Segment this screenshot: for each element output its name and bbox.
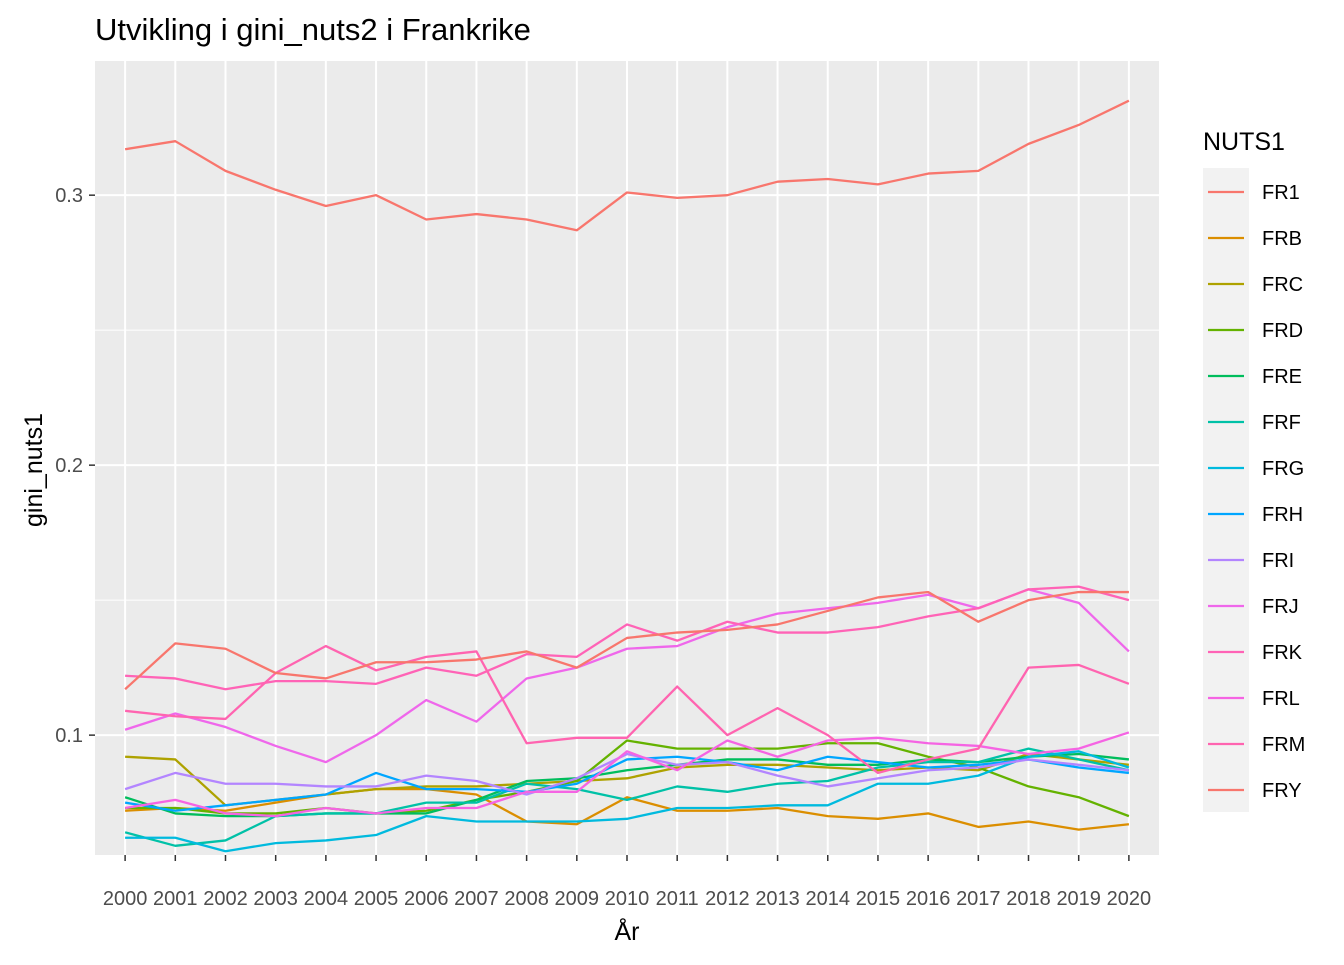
series-lines — [124, 99, 1130, 853]
x-tick-label: 2004 — [304, 888, 349, 910]
x-tick-label: 2011 — [656, 888, 699, 910]
series-line-fry — [124, 590, 1129, 691]
legend-key-panel — [1203, 168, 1249, 812]
x-tick-label: 2020 — [1107, 888, 1152, 910]
x-tick-label: 2019 — [1056, 888, 1101, 910]
legend-label-frh: FRH — [1262, 504, 1303, 526]
x-tick-label: 2005 — [354, 888, 399, 910]
series-line-frf — [124, 747, 1130, 847]
legend-label-frm: FRM — [1262, 734, 1305, 756]
x-tick-label: 2015 — [856, 888, 901, 910]
x-tick-label: 2001 — [153, 888, 198, 910]
legend-label-frj: FRJ — [1262, 596, 1299, 618]
series-line-fri — [124, 752, 1130, 796]
legend-label-frd: FRD — [1262, 320, 1303, 342]
major-grid — [95, 61, 1159, 855]
legend: NUTS1 FR1 FRB FRC FRD FRE FRF FRG FRH FRI FRJ FRK F… — [1203, 128, 1305, 812]
x-tick-label: 2017 — [956, 888, 1001, 910]
series-line-fr1 — [124, 99, 1130, 232]
x-tick-label: 2014 — [806, 888, 851, 910]
x-axis: 2000 2001 2002 2003 2004 2005 2006 2007 2008 2009… — [103, 855, 1151, 910]
legend-label-fri: FRI — [1262, 550, 1294, 572]
x-tick-label: 2016 — [906, 888, 951, 910]
legend-label-frg: FRG — [1262, 458, 1304, 480]
series-line-frl — [124, 731, 1130, 818]
legend-title: NUTS1 — [1203, 128, 1285, 156]
y-tick-label: 0.3 — [55, 185, 83, 207]
series-line-frd — [125, 739, 1130, 818]
x-tick-label: 2007 — [454, 888, 499, 910]
legend-label-frc: FRC — [1262, 274, 1303, 296]
series-line-frj — [124, 588, 1130, 764]
x-tick-label: 2018 — [1006, 888, 1051, 910]
series-line-frh — [124, 755, 1130, 812]
legend-label-frl: FRL — [1262, 688, 1300, 710]
y-tick-label: 0.1 — [55, 725, 83, 747]
y-axis-label: gini_nuts1 — [20, 413, 48, 527]
x-tick-label: 2010 — [605, 888, 650, 910]
legend-label-fr1: FR1 — [1262, 182, 1300, 204]
x-axis-label: År — [615, 916, 640, 946]
legend-label-frf: FRF — [1262, 412, 1301, 434]
legend-label-frb: FRB — [1262, 228, 1302, 250]
y-axis: 0.1 0.2 0.3 — [55, 185, 95, 747]
chart-title: Utvikling i gini_nuts2 i Frankrike — [95, 12, 531, 47]
y-tick-label: 0.2 — [55, 455, 83, 477]
legend-label-frk: FRK — [1262, 642, 1303, 664]
x-tick-label: 2006 — [404, 888, 449, 910]
x-tick-label: 2002 — [203, 888, 248, 910]
series-line-frm — [124, 644, 1130, 775]
legend-label-fre: FRE — [1262, 366, 1302, 388]
legend-label-fry: FRY — [1262, 780, 1302, 802]
x-tick-label: 2003 — [253, 888, 298, 910]
x-tick-label: 2009 — [555, 888, 600, 910]
series-line-frb — [125, 787, 1130, 831]
x-tick-label: 2012 — [705, 888, 750, 910]
x-tick-label: 2013 — [755, 888, 800, 910]
x-tick-label: 2008 — [504, 888, 549, 910]
series-line-frg — [125, 750, 1130, 853]
x-tick-label: 2000 — [103, 888, 148, 910]
